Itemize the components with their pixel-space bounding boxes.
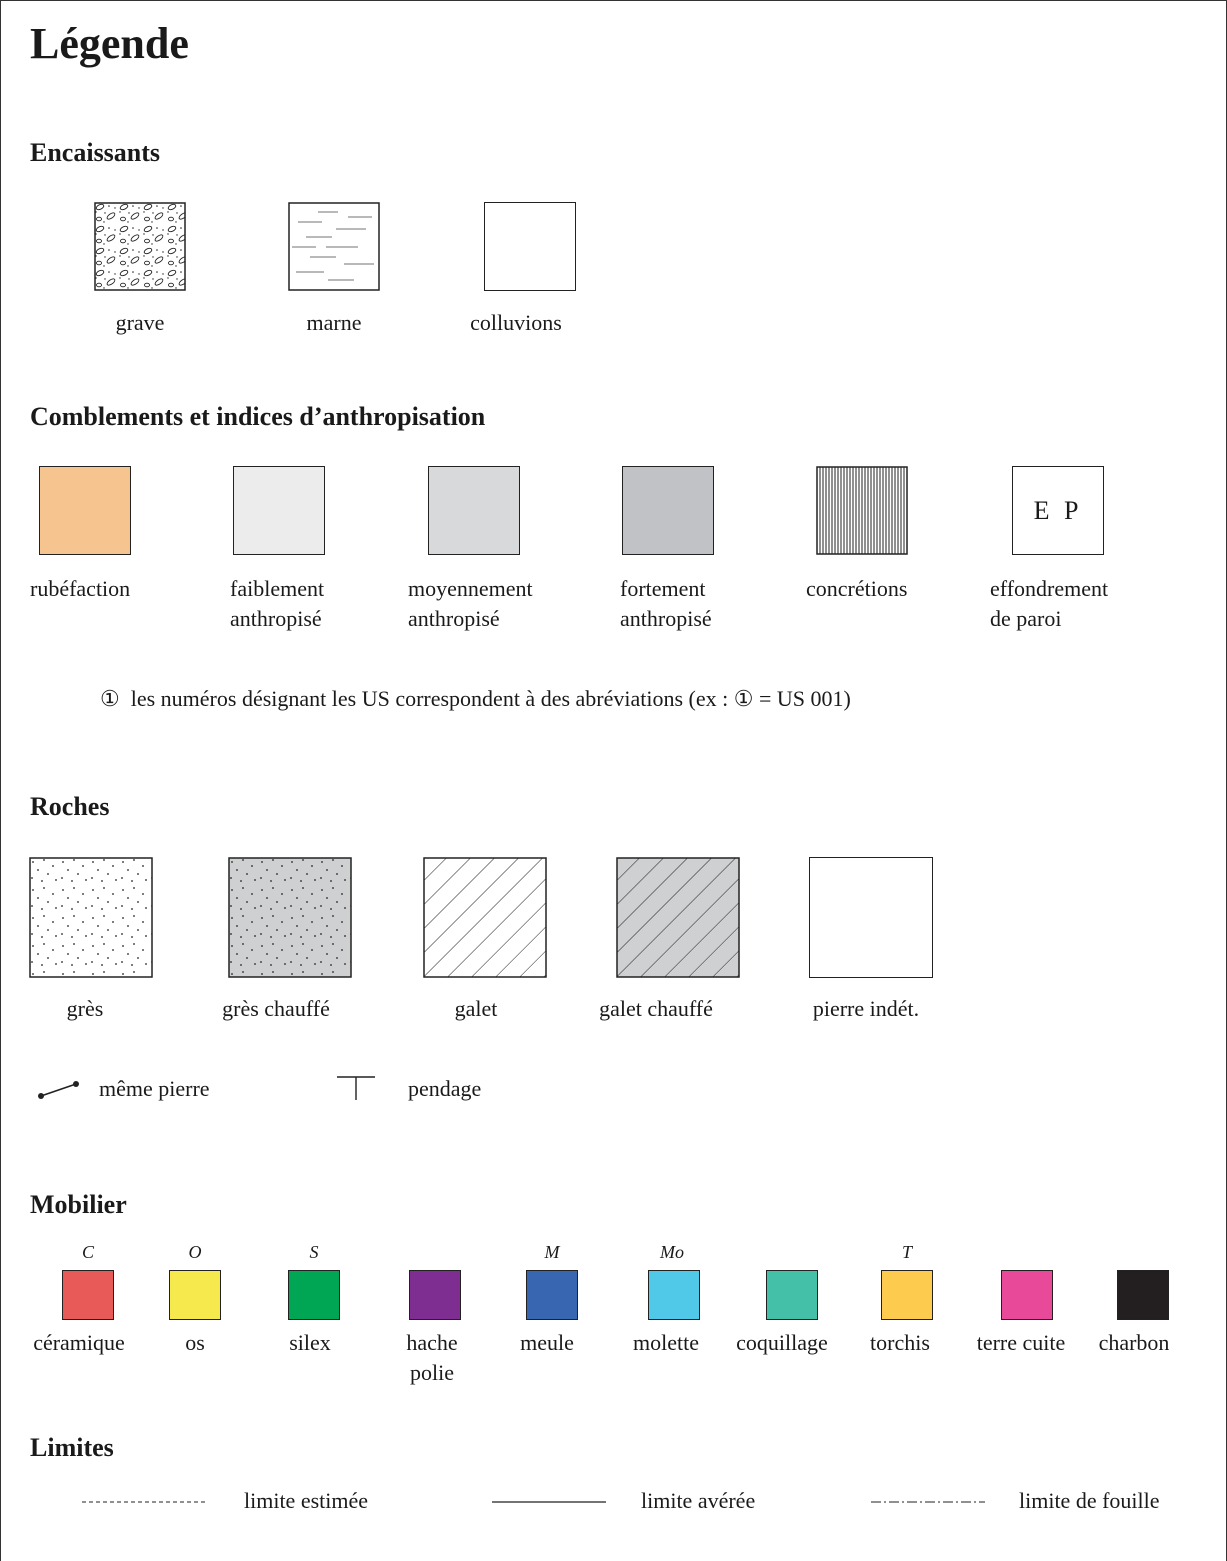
label-pendage: pendage: [408, 1076, 482, 1101]
label-moyennement-1: moyennement: [408, 576, 533, 601]
abbr-meule: M: [544, 1242, 560, 1262]
line-limite-estimee: [82, 1501, 208, 1503]
swatch-os: [169, 1270, 221, 1320]
legend-title: Légende: [30, 19, 189, 68]
label-galet-chauffe: galet chauffé: [599, 996, 713, 1021]
swatch-pierre-indet: [809, 857, 933, 978]
swatch-fortement: [622, 466, 714, 555]
label-fortement-1: fortement: [620, 576, 706, 601]
label-effondrement-2: de paroi: [990, 606, 1062, 631]
label-silex: silex: [289, 1330, 331, 1355]
swatch-galet-chauffe: [616, 857, 740, 978]
heading-comblements: Comblements et indices d’anthropisation: [30, 402, 486, 431]
label-hache-polie-1: hache: [406, 1330, 458, 1355]
swatch-torchis: [881, 1270, 933, 1320]
heading-mobilier: Mobilier: [30, 1190, 127, 1219]
label-fortement-2: anthropisé: [620, 606, 712, 631]
circled-one-icon-2: ①: [733, 686, 754, 711]
label-meme-pierre: même pierre: [99, 1076, 210, 1101]
label-hache-polie-2: polie: [410, 1360, 454, 1385]
abbr-torchis: T: [901, 1242, 912, 1262]
label-grave: grave: [115, 310, 165, 335]
heading-roches: Roches: [30, 792, 110, 821]
heading-encaissants: Encaissants: [30, 138, 161, 167]
ep-text: E P: [1033, 495, 1083, 525]
label-limite-estimee: limite estimée: [244, 1488, 369, 1513]
swatch-gres-chauffe: [228, 857, 352, 978]
us-note-text-a: les numéros désignant les US corresponde…: [130, 686, 734, 711]
label-molette: molette: [633, 1330, 699, 1355]
label-faiblement-2: anthropisé: [230, 606, 322, 631]
label-meule: meule: [520, 1330, 574, 1355]
label-gres-chauffe: grès chauffé: [222, 996, 330, 1021]
swatch-colluvions: [484, 202, 576, 291]
same-stone-icon: [38, 1081, 79, 1099]
label-colluvions: colluvions: [470, 310, 562, 335]
label-os: os: [185, 1330, 205, 1355]
label-coquillage: coquillage: [736, 1330, 828, 1355]
swatch-charbon: [1117, 1270, 1169, 1320]
swatch-silex: [288, 1270, 340, 1320]
swatch-molette: [648, 1270, 700, 1320]
swatch-concretions: [816, 466, 908, 555]
line-limite-fouille: [871, 1501, 985, 1503]
swatch-meule: [526, 1270, 578, 1320]
abbr-silex: S: [309, 1242, 319, 1262]
swatch-rubefaction: [39, 466, 131, 555]
pendage-icon: [337, 1076, 375, 1100]
label-ceramique: céramique: [33, 1330, 125, 1355]
label-faiblement-1: faiblement: [230, 576, 325, 601]
heading-limites: Limites: [30, 1433, 114, 1462]
label-rubefaction: rubéfaction: [30, 576, 131, 601]
swatch-grave: [94, 202, 186, 291]
label-galet: galet: [454, 996, 498, 1021]
label-gres: grès: [66, 996, 104, 1021]
label-concretions: concrétions: [806, 576, 908, 601]
label-torchis: torchis: [870, 1330, 930, 1355]
swatch-moyennement: [428, 466, 520, 555]
label-moyennement-2: anthropisé: [408, 606, 500, 631]
circled-one-icon: ①: [100, 686, 120, 711]
swatch-galet: [423, 857, 547, 978]
abbr-molette: Mo: [660, 1242, 684, 1262]
swatch-faiblement: [233, 466, 325, 555]
label-limite-averee: limite avérée: [641, 1488, 756, 1513]
swatch-coquillage: [766, 1270, 818, 1320]
abbr-os: O: [188, 1242, 202, 1262]
swatch-effondrement: E P: [1012, 466, 1104, 555]
label-marne: marne: [306, 310, 362, 335]
label-terre-cuite: terre cuite: [976, 1330, 1066, 1355]
label-effondrement-1: effondrement: [990, 576, 1109, 601]
swatch-gres: [29, 857, 153, 978]
swatch-ceramique: [62, 1270, 114, 1320]
abbr-ceramique: C: [81, 1242, 94, 1262]
us-note-text-b: = US 001): [753, 686, 851, 711]
label-charbon: charbon: [1098, 1330, 1170, 1355]
swatch-hache-polie: [409, 1270, 461, 1320]
swatch-terre-cuite: [1001, 1270, 1053, 1320]
line-limite-averee: [492, 1501, 606, 1503]
us-note: ① les numéros désignant les US correspon…: [100, 684, 851, 714]
label-pierre-indet: pierre indét.: [812, 996, 920, 1021]
label-limite-fouille: limite de fouille: [1019, 1488, 1160, 1513]
swatch-marne: [288, 202, 380, 291]
